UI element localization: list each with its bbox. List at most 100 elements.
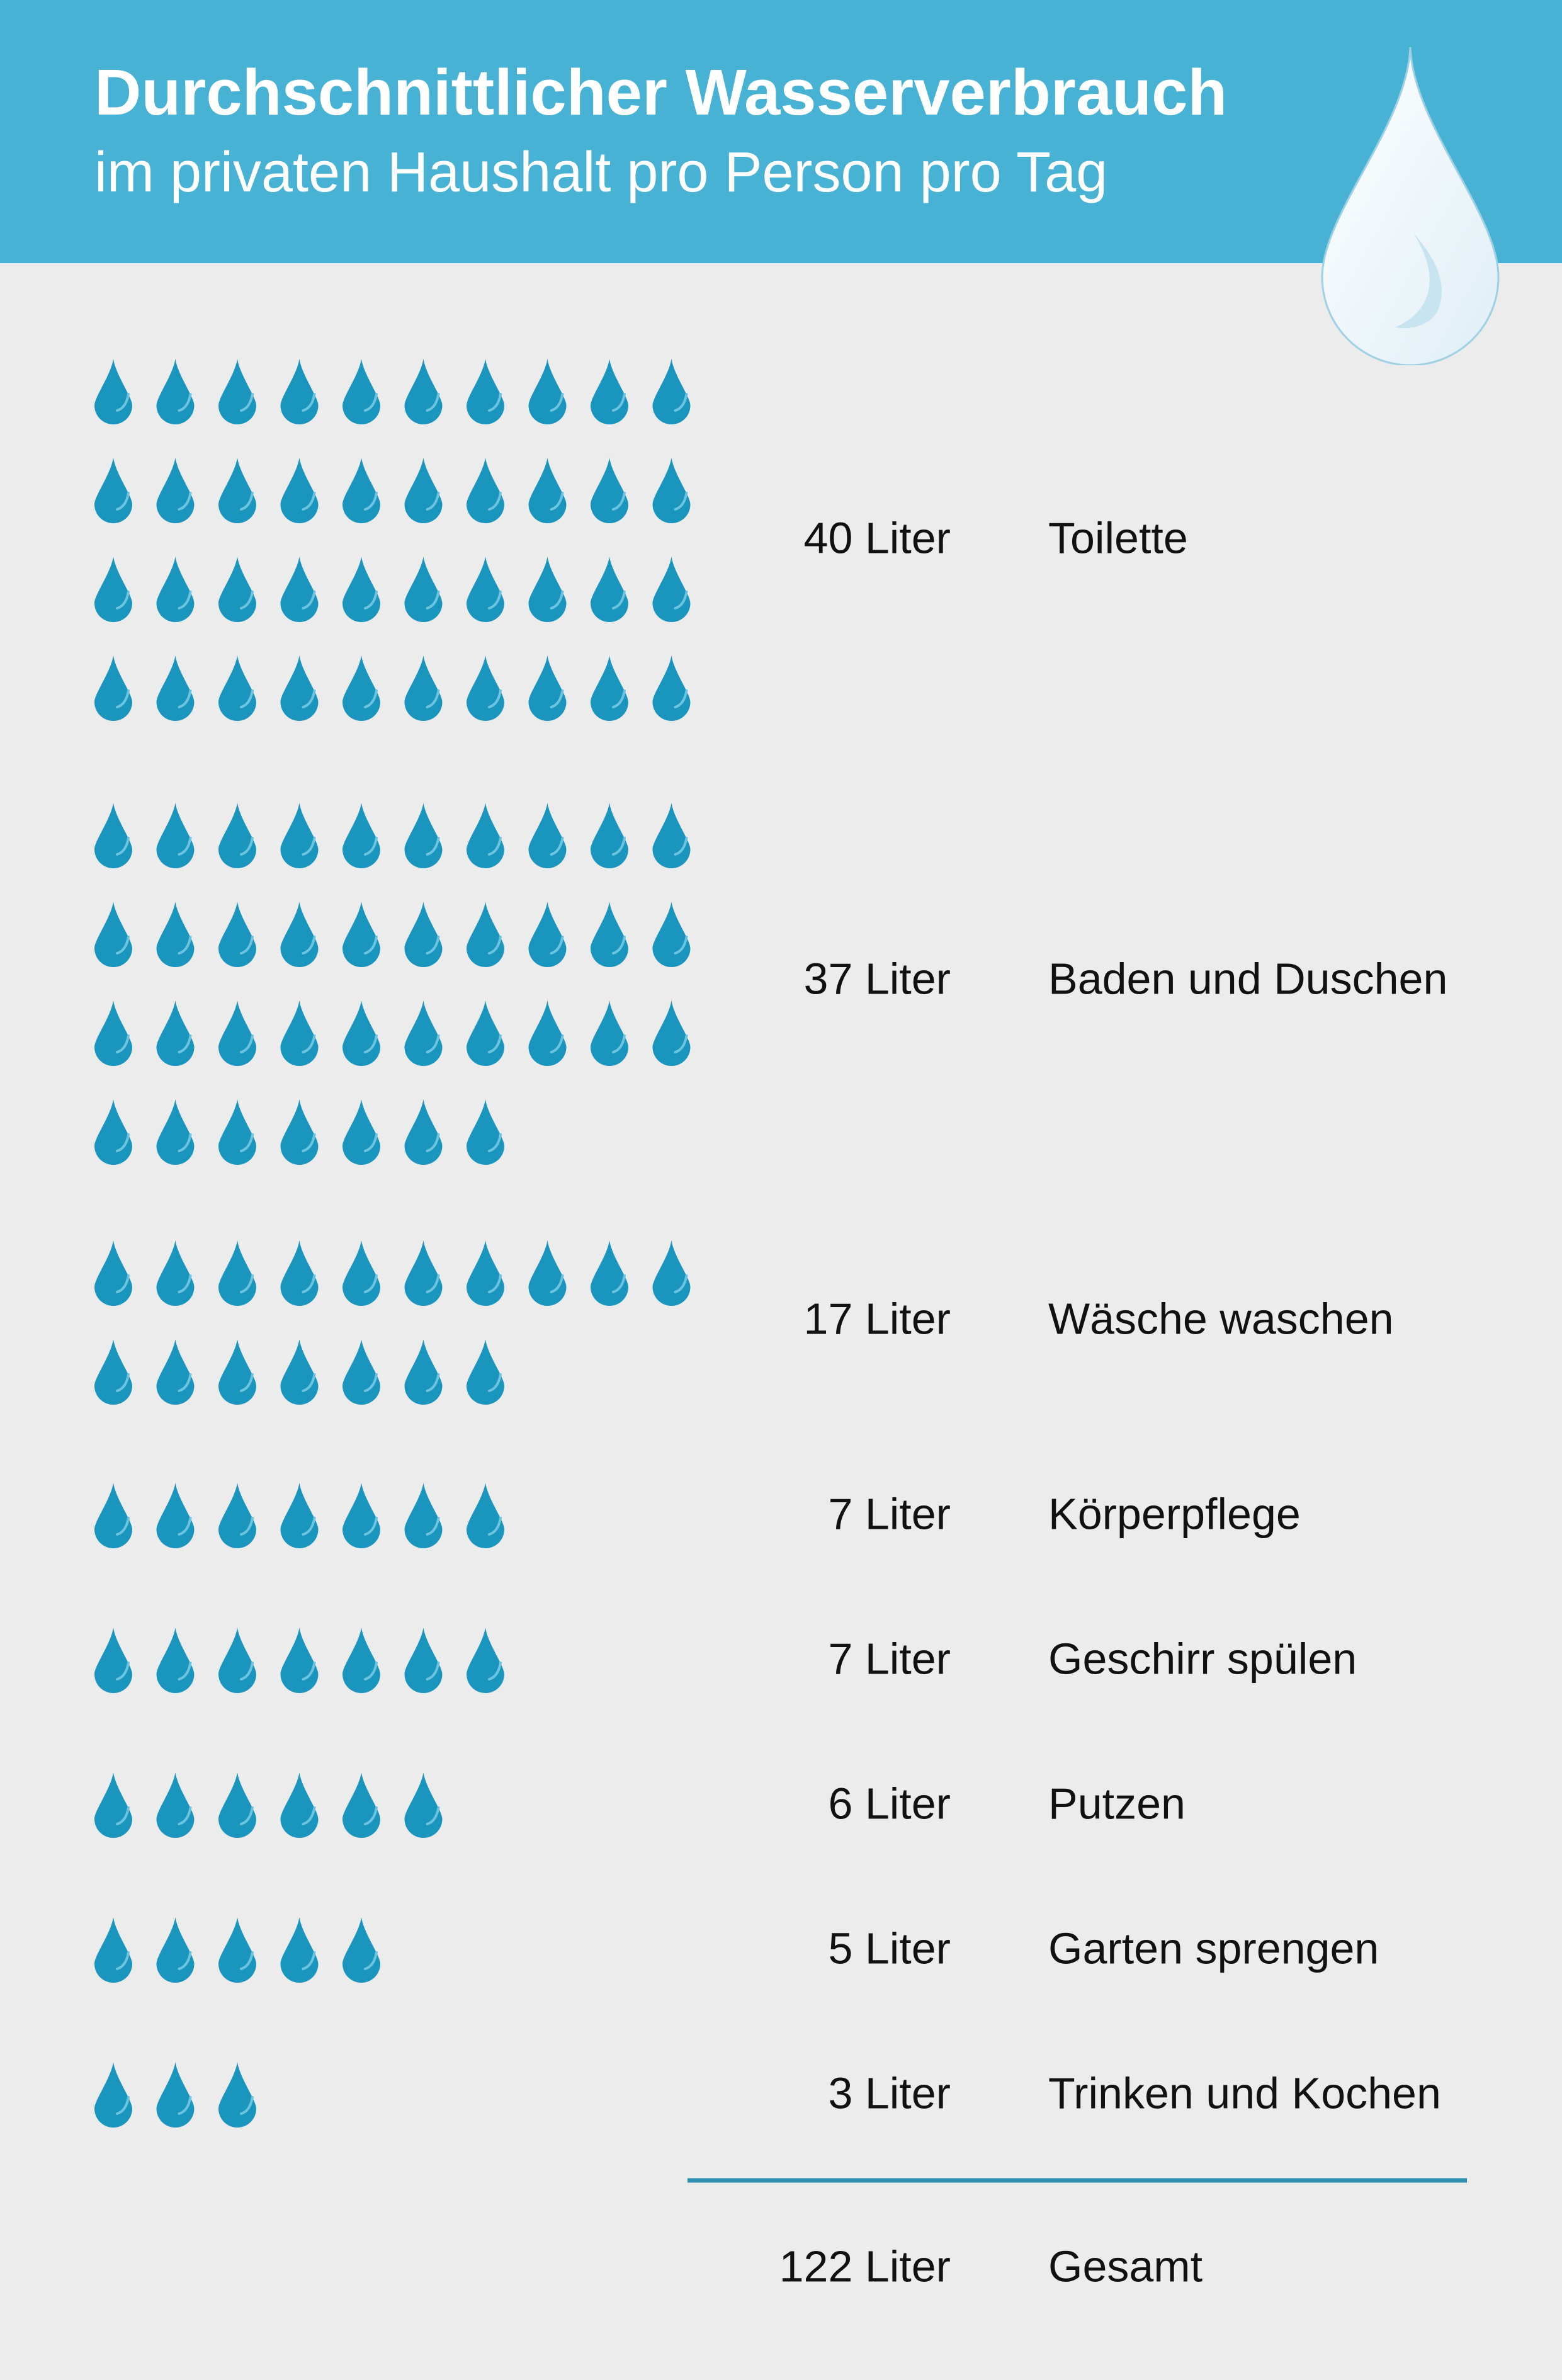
drop-highlight: [364, 591, 378, 609]
liters-label: 3 Liter: [828, 2068, 951, 2117]
drop-highlight: [240, 2096, 254, 2115]
drop-highlight: [302, 1662, 316, 1680]
drop-highlight: [240, 689, 254, 708]
category-label: Putzen: [1048, 1779, 1186, 1828]
water-drop-icon: [342, 458, 380, 523]
water-drop-icon: [218, 2062, 256, 2128]
drop-highlight: [240, 1373, 254, 1392]
water-drop-icon: [528, 359, 567, 424]
drop-highlight: [426, 393, 440, 412]
water-drop-icon: [280, 803, 319, 868]
drop-highlight: [550, 591, 564, 609]
drop-highlight: [364, 492, 378, 511]
water-drop-icon: [342, 1772, 380, 1838]
water-drop-icon: [280, 1339, 319, 1405]
drop-highlight: [488, 689, 502, 708]
drop-highlight: [550, 936, 564, 955]
water-drop-icon: [528, 902, 567, 967]
page-subtitle: im privaten Haushalt pro Person pro Tag: [94, 141, 1108, 204]
water-drop-icon: [342, 1917, 380, 1983]
water-drop-icon: [528, 557, 567, 622]
water-drop-icon: [280, 1483, 319, 1548]
water-drop-icon: [528, 1000, 567, 1066]
drop-highlight: [116, 1951, 130, 1970]
water-drop-icon: [156, 1628, 195, 1694]
water-drop-icon: [342, 803, 380, 868]
drop-highlight: [240, 1517, 254, 1536]
drop-highlight: [674, 591, 688, 609]
drop-highlight: [612, 393, 626, 412]
drop-highlight: [116, 936, 130, 955]
drop-highlight: [302, 1517, 316, 1536]
drop-highlight: [364, 936, 378, 955]
drop-highlight: [116, 1373, 130, 1392]
category-label: Körperpflege: [1048, 1489, 1301, 1538]
drop-highlight: [488, 492, 502, 511]
water-drop-icon: [218, 902, 256, 967]
drop-highlight: [116, 492, 130, 511]
drop-highlight: [116, 591, 130, 609]
water-drop-icon: [156, 557, 195, 622]
water-drop-icon: [156, 1483, 195, 1548]
drop-highlight: [116, 1133, 130, 1152]
drop-highlight: [364, 1034, 378, 1053]
drop-highlight: [612, 837, 626, 856]
drop-highlight: [426, 936, 440, 955]
drop-highlight: [488, 1517, 502, 1536]
drop-highlight: [240, 1133, 254, 1152]
water-drop-icon: [467, 655, 504, 721]
water-drop-icon: [652, 902, 691, 967]
water-drop-icon: [94, 1628, 132, 1693]
drop-highlight: [116, 1034, 130, 1053]
water-drop-icon: [591, 359, 628, 424]
water-drop-icon: [404, 557, 443, 622]
water-drop-icon: [467, 557, 504, 622]
water-drop-icon: [404, 359, 443, 424]
water-drop-icon: [591, 902, 628, 967]
water-drop-icon: [467, 1483, 504, 1548]
drop-highlight: [364, 393, 378, 412]
liters-label: 7 Liter: [828, 1634, 951, 1683]
liters-label: 40 Liter: [804, 513, 951, 562]
category-label: Garten sprengen: [1048, 1924, 1379, 1973]
drop-highlight: [178, 591, 192, 609]
water-drop-icon: [404, 1772, 443, 1838]
drop-highlight: [178, 1517, 192, 1536]
drop-highlight: [178, 689, 192, 708]
water-drop-icon: [342, 557, 380, 622]
drop-highlight: [240, 1951, 254, 1970]
drop-highlight: [426, 1274, 440, 1293]
drop-highlight: [426, 837, 440, 856]
category-group: 5 Liter Garten sprengen: [94, 1917, 1379, 1983]
water-drop-icon: [652, 1240, 691, 1306]
water-drop-icon: [218, 1628, 256, 1693]
drop-highlight: [550, 1274, 564, 1293]
water-drop-icon: [156, 1339, 195, 1405]
drop-highlight: [364, 1373, 378, 1392]
water-drop-icon: [591, 1000, 628, 1066]
drop-highlight: [426, 591, 440, 609]
category-label: Baden und Duschen: [1048, 954, 1447, 1003]
water-drop-icon: [342, 1339, 380, 1405]
water-drop-icon: [156, 803, 195, 868]
water-drop-icon: [94, 1339, 132, 1405]
drop-highlight: [674, 393, 688, 412]
drop-highlight: [240, 1806, 254, 1825]
category-label: Geschirr spülen: [1048, 1634, 1357, 1683]
water-drop-icon: [156, 1000, 195, 1066]
drop-highlight: [612, 591, 626, 609]
drop-highlight: [178, 936, 192, 955]
water-drop-icon: [280, 1099, 319, 1165]
water-drop-icon: [404, 655, 443, 721]
drop-highlight: [364, 1951, 378, 1970]
water-drop-icon: [280, 1240, 319, 1306]
water-drop-icon: [94, 1000, 132, 1066]
drop-highlight: [550, 492, 564, 511]
water-drop-icon: [280, 1628, 319, 1694]
page-title: Durchschnittlicher Wasserverbrauch: [94, 56, 1228, 128]
drop-highlight: [240, 936, 254, 955]
water-drop-icon: [404, 1240, 443, 1306]
drop-highlight: [178, 1951, 192, 1970]
category-group: 40 Liter Toilette: [94, 359, 1188, 721]
